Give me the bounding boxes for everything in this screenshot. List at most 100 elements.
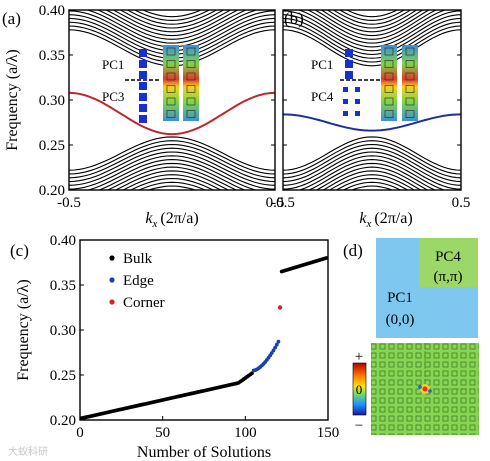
panel-a-field-map-2 xyxy=(183,45,199,121)
panel-c-y-tick-label: 0.20 xyxy=(50,413,76,429)
panel-a-field-cell xyxy=(166,110,176,118)
panel-b-lower-bulk-band-7 xyxy=(307,162,437,190)
panel-b-upper-bulk-band-7 xyxy=(306,10,438,40)
panel-b-lower-bulk-band-4 xyxy=(283,151,461,186)
panel-a-inset-label-top: PC1 xyxy=(102,57,124,72)
panel-a-ticks: -0.5 0.5 0.20 0.25 0.30 0.35 0.40 xyxy=(39,3,285,211)
panel-b-x-axis-label: kx (2π/a) xyxy=(359,210,412,230)
panel-b-upper-bulk-band-9 xyxy=(320,10,424,33)
panel-c-point-corner xyxy=(277,305,283,310)
panel-a-lower-bulk-band-4 xyxy=(69,151,275,186)
panel-a-unit-cells xyxy=(139,49,147,123)
panel-b-label: (b) xyxy=(284,9,304,28)
panel-b-unit-cell-small xyxy=(355,87,360,92)
panel-b-upper-bulk-band-0 xyxy=(283,29,461,67)
panel-b-lower-bulk-band-6 xyxy=(298,159,446,190)
panel-b-lower-bulk-band-5 xyxy=(283,155,461,190)
panel-a-field-cell xyxy=(166,72,176,81)
panel-a-unit-cell xyxy=(139,115,147,123)
panel-a-y-axis-label-text: Frequency (a/λ) xyxy=(4,49,21,151)
panel-c-point-edge xyxy=(273,345,277,350)
panel-b-upper-bulk-band-5 xyxy=(283,10,461,48)
panel-b-lower-bulk-band-0 xyxy=(283,136,461,171)
panel-b-unit-cell xyxy=(345,71,353,79)
panel-b-lower-bulk-band-9 xyxy=(322,170,422,190)
panel-b-field-cells xyxy=(384,47,415,118)
panel-a-x-axis-label-k: k xyxy=(145,210,153,227)
panel-c-x-tick-label: 150 xyxy=(317,425,340,441)
panel-b-lower-bulk-band-13 xyxy=(350,185,394,190)
panel-b-lower-bulk-band-3 xyxy=(283,147,461,183)
panel-b-unit-cell-small xyxy=(355,99,360,104)
panel-c-x-axis-label: Number of Solutions xyxy=(137,444,271,461)
panel-c-x-tick-label: 50 xyxy=(155,425,170,441)
panel-a-field-cell xyxy=(166,60,176,68)
panel-b-lower-bulk-band-10 xyxy=(328,174,416,190)
panel-a-x-axis-label-sub: x xyxy=(151,218,157,230)
panel-b-field-map-1 xyxy=(381,45,397,121)
panel-c-y-tick-label: 0.30 xyxy=(50,323,76,339)
panel-a-unit-cell xyxy=(139,49,147,57)
panel-b-upper-bulk-band-10 xyxy=(326,10,418,29)
panel-b-lower-bulk-band-2 xyxy=(283,143,461,179)
panel-a-lower-bulk-band-11 xyxy=(129,177,215,190)
panel-a-field-cell xyxy=(166,47,176,56)
panel-b-unit-cell xyxy=(345,60,353,68)
panel-b-field-cell xyxy=(384,110,394,118)
panel-c-scatter: 0 50 100 150 0.20 0.25 0.30 0.35 0.40 Bulk Edge Co… xyxy=(10,233,339,461)
panel-a-lower-bulk-band-0 xyxy=(69,136,275,171)
panel-b-upper-bulk-band-8 xyxy=(314,10,430,37)
panel-a-field-cell xyxy=(186,47,196,56)
panel-b-field-cell xyxy=(384,72,394,81)
panel-a-y-tick-label: 0.20 xyxy=(39,183,65,199)
panel-b-edge-band xyxy=(282,113,462,132)
panel-a-field-cell xyxy=(186,110,196,118)
panel-b-lower-bulk-band-12 xyxy=(342,181,402,190)
panel-a-lower-bulk-band-7 xyxy=(97,162,247,190)
panel-a-y-tick-label: 0.35 xyxy=(39,48,65,64)
panel-c-points xyxy=(79,256,329,421)
panel-b-field-map-2 xyxy=(402,45,418,121)
panel-a-unit-cell xyxy=(139,71,147,79)
panel-c-y-tick-label: 0.40 xyxy=(50,233,76,249)
panel-b-x-axis-label-unit: (2π/a) xyxy=(374,210,412,227)
panel-a-lower-bulk-band-8 xyxy=(106,166,238,190)
panel-a-x-tick-label: -0.5 xyxy=(57,195,81,211)
panel-b-unit-cell-small xyxy=(343,111,348,116)
panel-a-lower-bulk-band-13 xyxy=(147,185,197,190)
panel-a-edge-band xyxy=(68,91,276,136)
watermark: 大蚁科研 xyxy=(8,445,48,458)
panel-b-upper-bulk-band-6 xyxy=(297,10,447,44)
panel-b-upper-bulk-band-2 xyxy=(283,21,461,59)
panel-a-y-tick-label: 0.40 xyxy=(39,3,65,19)
panel-c-legend: Bulk Edge Corner xyxy=(109,251,165,311)
panel-d-field-map: (d) PC4 (π,π) PC1 (0,0) + 0 − xyxy=(343,238,479,435)
panel-b-inset-label-bottom: PC4 xyxy=(311,89,334,104)
panel-b-x-tick-label: 0.5 xyxy=(452,195,471,211)
panel-b-upper-bulk-band-13 xyxy=(345,10,399,18)
panel-b-unit-cell-small xyxy=(355,111,360,116)
panel-a-upper-bulk-band-11 xyxy=(126,10,218,25)
panel-b-x-axis-label-k: k xyxy=(359,210,367,227)
panel-d-corner-state xyxy=(418,384,432,394)
panel-a-x-axis-label: kx (2π/a) xyxy=(145,210,198,230)
panel-b-unit-cell-small xyxy=(343,87,348,92)
panel-a-lower-bulk-band-12 xyxy=(137,181,207,190)
panel-b-band-diagram: -0.5 0.5 PC1 PC4 (b) kx (2π/a) xyxy=(271,9,471,230)
panel-a-unit-cell xyxy=(139,82,147,90)
panel-a-lower-bulk-band-2 xyxy=(69,143,275,179)
panel-c-legend-label-edge: Edge xyxy=(123,273,154,289)
panel-c-y-tick-label: 0.25 xyxy=(50,368,76,384)
panel-c-label: (c) xyxy=(10,241,29,260)
panel-a-lower-bulk-band-6 xyxy=(86,159,258,190)
panel-d-colorbar-minus: − xyxy=(355,418,363,434)
panel-d-pc4-region xyxy=(419,238,478,287)
panel-c-legend-marker-edge xyxy=(109,277,115,283)
panel-a-lower-bulk-band-5 xyxy=(69,155,275,190)
panel-b-x-axis-label-sub: x xyxy=(365,218,371,230)
panel-d-pc4-k: (π,π) xyxy=(434,269,463,285)
panel-c-y-axis-label-text: Frequency (a/λ) xyxy=(15,279,32,381)
panel-a-upper-bulk-band-6 xyxy=(85,10,259,44)
panel-a-inset: PC1 PC3 xyxy=(102,45,199,123)
